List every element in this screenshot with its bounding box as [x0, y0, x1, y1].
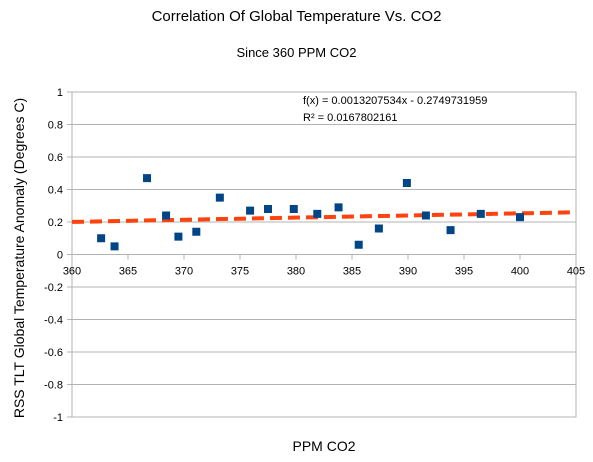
data-point — [264, 205, 272, 213]
data-point — [97, 234, 106, 243]
y-tick-label: 1 — [57, 87, 63, 99]
x-tick-label: 360 — [63, 266, 81, 278]
x-tick-label: 380 — [287, 266, 305, 278]
y-tick-label: -0.4 — [44, 315, 63, 327]
data-point — [143, 174, 152, 183]
data-point — [174, 232, 183, 241]
x-tick-label: 405 — [567, 266, 585, 278]
y-tick-label: -0.6 — [44, 347, 63, 359]
trendline-equation: f(x) = 0.0013207534x - 0.2749731959 — [303, 95, 487, 107]
data-point — [476, 209, 485, 218]
data-point — [446, 226, 455, 235]
y-tick-label: 0 — [57, 250, 63, 262]
data-point — [215, 193, 224, 202]
data-point — [354, 240, 363, 249]
x-tick-label: 400 — [511, 266, 529, 278]
data-point — [334, 203, 343, 212]
data-point — [162, 211, 171, 220]
data-point — [313, 209, 322, 218]
y-tick-label: 0.6 — [48, 152, 63, 164]
data-points — [97, 174, 524, 251]
data-point — [192, 227, 201, 236]
trendline-annotations: f(x) = 0.0013207534x - 0.2749731959 R² = … — [303, 95, 487, 124]
data-point — [246, 206, 255, 215]
data-point — [402, 179, 411, 187]
data-point — [289, 205, 298, 213]
x-axis-title: PPM CO2 — [292, 438, 356, 454]
data-point — [516, 213, 524, 222]
data-point — [421, 211, 430, 220]
trendline — [71, 210, 577, 224]
r-squared-label: R² = 0.0167802161 — [303, 112, 398, 124]
x-tick-label: 370 — [175, 266, 193, 278]
x-tick-label: 385 — [343, 266, 361, 278]
tick-labels: 1 0.8 0.6 0.4 0.2 0 -0.2 -0.4 -0.6 -0.8 -1 360 365 37… — [44, 87, 585, 424]
y-tick-label: -1 — [53, 412, 63, 424]
x-tick-label: 390 — [399, 266, 417, 278]
y-tick-label: 0.4 — [48, 185, 63, 197]
x-tick-label: 375 — [231, 266, 249, 278]
x-tick-label: 365 — [119, 266, 137, 278]
x-tick-label: 395 — [455, 266, 473, 278]
axes — [67, 91, 577, 418]
y-tick-label: 0.8 — [48, 120, 63, 132]
y-tick-label: -0.8 — [44, 380, 63, 392]
data-point — [110, 242, 119, 251]
chart-subtitle: Since 360 PPM CO2 — [236, 45, 357, 60]
trendline-layer — [71, 210, 577, 224]
y-tick-label: 0.2 — [48, 217, 63, 229]
data-point — [374, 224, 383, 233]
chart-title: Correlation Of Global Temperature Vs. CO… — [151, 8, 442, 25]
y-tick-label: -0.2 — [44, 282, 63, 294]
